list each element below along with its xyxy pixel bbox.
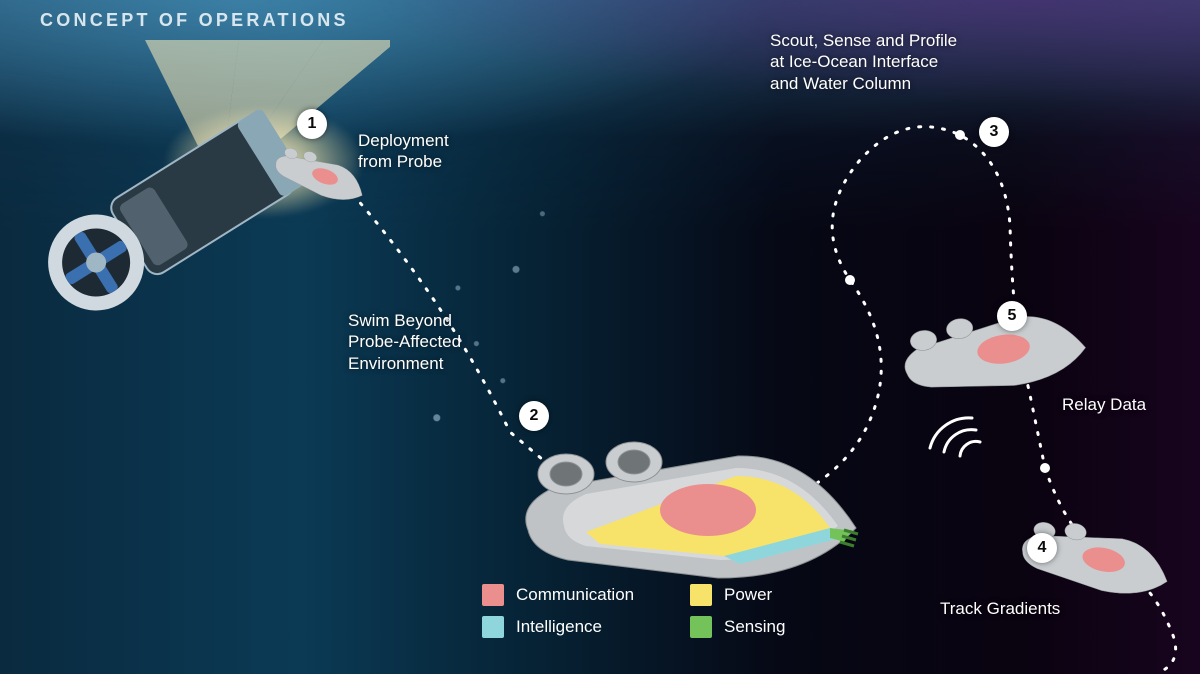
legend: Power Sensing [690, 584, 785, 638]
step-label-3: Scout, Sense and Profile at Ice-Ocean In… [770, 30, 957, 94]
cryobot-probe [30, 40, 390, 400]
step-marker-3: 3 [979, 117, 1009, 147]
legend-swatch [690, 584, 712, 606]
concept-of-operations-diagram: CONCEPT OF OPERATIONS [0, 0, 1200, 674]
legend-swatch [482, 616, 504, 638]
legend-label: Intelligence [516, 617, 634, 637]
communication-area [660, 484, 756, 536]
step-label-2: Swim Beyond Probe-Affected Environment [348, 310, 461, 374]
diagram-title: CONCEPT OF OPERATIONS [40, 10, 349, 31]
legend-swatch [690, 616, 712, 638]
legend-label: Sensing [724, 617, 785, 637]
step-label-1: Deployment from Probe [358, 130, 449, 173]
step-marker-5: 5 [997, 301, 1027, 331]
step-label-4: Track Gradients [940, 598, 1060, 619]
legend-label: Communication [516, 585, 634, 605]
legend: Communication Intelligence [482, 584, 634, 638]
step-marker-2: 2 [519, 401, 549, 431]
sonar-arcs-icon [912, 408, 1002, 478]
step-marker-4: 4 [1027, 533, 1057, 563]
step-marker-1: 1 [297, 109, 327, 139]
legend-swatch [482, 584, 504, 606]
legend-label: Power [724, 585, 785, 605]
step-label-5: Relay Data [1062, 394, 1146, 415]
